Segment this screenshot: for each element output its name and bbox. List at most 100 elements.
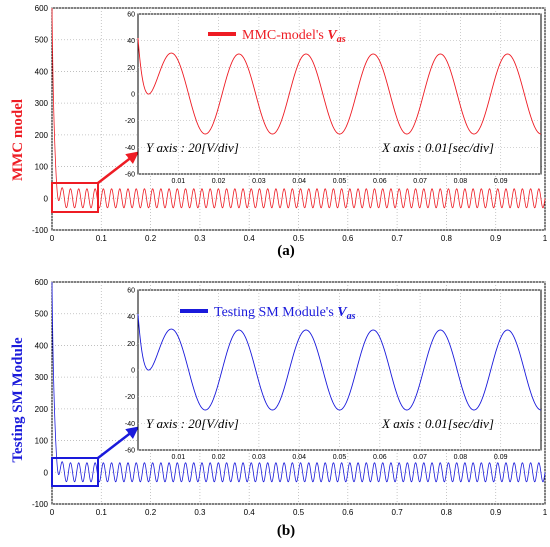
inset-series-line (137, 313, 542, 411)
x-tick-label: 0.1 (96, 508, 108, 517)
inset-y-axis-note: Y axis : 20[V/div] (146, 140, 239, 155)
inset-y-tick-label: -60 (125, 172, 135, 179)
x-tick-label: 0.7 (392, 234, 404, 243)
inset-y-tick-label: 40 (127, 38, 135, 45)
y-axis-label: MMC model (10, 99, 26, 181)
x-tick-label: 1 (543, 508, 548, 517)
inset-x-tick-label: 0.07 (413, 454, 427, 461)
inset-grid-lines (138, 13, 541, 175)
zoom-region-box (51, 182, 99, 213)
x-tick-label: 0.1 (96, 234, 108, 243)
inset-x-tick-label: 0.03 (252, 178, 266, 185)
inset-x-tick-label: 0.07 (413, 178, 427, 185)
x-tick-label: 0.4 (244, 508, 256, 517)
legend-prefix: Testing SM Module's (214, 305, 337, 320)
y-tick-label: 300 (35, 373, 49, 382)
x-tick-label: 0.8 (441, 234, 453, 243)
y-tick-label: 400 (35, 67, 49, 76)
legend-var: V (327, 28, 338, 43)
legend-prefix: MMC-model's (242, 28, 327, 43)
inset-x-tick-label: 0.02 (212, 454, 226, 461)
x-tick-label: 0.5 (293, 234, 305, 243)
inset-x-tick-label: 0.06 (373, 454, 387, 461)
inset-x-tick-label: 0.05 (333, 454, 347, 461)
x-tick-label: 1 (543, 234, 548, 243)
inset-x-axis-note: X axis : 0.01[sec/div] (381, 416, 494, 431)
y-axis-label: Testing SM Module (10, 337, 26, 463)
y-tick-labels: -100 0 100 200 300 400 500 600 (32, 4, 49, 235)
zoom-arrow (97, 426, 139, 459)
inset-y-axis-note: Y axis : 20[V/div] (146, 416, 239, 431)
x-tick-label: 0.9 (490, 234, 502, 243)
y-tick-label: 400 (35, 341, 49, 350)
x-tick-label: 0.2 (145, 508, 157, 517)
x-tick-label: 0.5 (293, 508, 305, 517)
panel-caption: (b) (277, 523, 295, 539)
y-tick-label: 0 (44, 468, 49, 477)
x-tick-label: 0 (50, 508, 55, 517)
legend-var: V (337, 305, 348, 320)
inset-y-tick-labels: 60 40 20 0 -20 -40 -60 (125, 12, 135, 179)
x-tick-label: 0.7 (392, 508, 404, 517)
x-tick-label: 0.6 (342, 234, 354, 243)
x-tick-label: 0.8 (441, 508, 453, 517)
inset-x-tick-label: 0.09 (494, 178, 508, 185)
inset-x-tick-label: 0.08 (454, 454, 468, 461)
legend-subscript: as (337, 34, 346, 45)
inset-y-tick-label: 60 (127, 288, 135, 295)
legend-label: Testing SM Module's Vas (214, 305, 356, 322)
y-tick-label: 600 (35, 4, 49, 13)
x-tick-label: 0.9 (490, 508, 502, 517)
inset-x-tick-label: 0.02 (212, 178, 226, 185)
inset-y-tick-label: -40 (125, 145, 135, 152)
y-tick-label: 100 (35, 163, 49, 172)
inset-y-tick-label: -60 (125, 448, 135, 455)
zoom-region-box (51, 457, 99, 487)
inset-x-tick-label: 0.03 (252, 454, 266, 461)
panel-caption: (a) (277, 243, 295, 259)
series-line-testing-sm-vas (51, 281, 546, 483)
y-tick-label: 300 (35, 99, 49, 108)
x-tick-label: 0.6 (342, 508, 354, 517)
x-tick-labels: 0 0.1 0.2 0.3 0.4 0.5 0.6 0.7 0.8 0.9 1 (50, 234, 548, 243)
x-tick-label: 0.3 (194, 508, 206, 517)
inset-x-tick-labels: 0.01 0.02 0.03 0.04 0.05 0.06 0.07 0.08 0.09 (171, 454, 507, 461)
inset-x-tick-label: 0.09 (494, 454, 508, 461)
inset-y-tick-label: 20 (127, 65, 135, 72)
y-tick-label: -100 (32, 500, 49, 509)
x-tick-label: 0.2 (145, 234, 157, 243)
inset-y-tick-label: 0 (131, 92, 135, 99)
inset-y-tick-label: 0 (131, 368, 135, 375)
inset-x-tick-labels: 0.01 0.02 0.03 0.04 0.05 0.06 0.07 0.08 0.09 (171, 178, 507, 185)
inset-x-tick-label: 0.08 (454, 178, 468, 185)
inset-y-tick-label: -20 (125, 394, 135, 401)
y-tick-label: 200 (35, 131, 49, 140)
y-tick-labels: -100 0 100 200 300 400 500 600 (32, 278, 49, 509)
x-tick-label: 0.3 (194, 234, 206, 243)
inset-series-line (137, 37, 542, 135)
series-line-mmc-vas (51, 7, 546, 209)
legend-subscript: as (347, 311, 356, 322)
x-tick-label: 0 (50, 234, 55, 243)
inset-grid-lines (138, 289, 541, 451)
zoom-arrow (97, 151, 139, 184)
x-tick-labels: 0 0.1 0.2 0.3 0.4 0.5 0.6 0.7 0.8 0.9 1 (50, 508, 548, 517)
y-tick-label: 200 (35, 405, 49, 414)
y-tick-label: 600 (35, 278, 49, 287)
inset-y-tick-label: 20 (127, 341, 135, 348)
inset-y-tick-label: 60 (127, 12, 135, 19)
inset-y-tick-label: -20 (125, 118, 135, 125)
inset-x-tick-label: 0.04 (292, 178, 306, 185)
inset-y-tick-labels: 60 40 20 0 -20 -40 -60 (125, 288, 135, 455)
inset-x-axis-note: X axis : 0.01[sec/div] (381, 140, 494, 155)
y-tick-label: 0 (44, 194, 49, 203)
inset-x-tick-label: 0.05 (333, 178, 347, 185)
inset-x-tick-label: 0.06 (373, 178, 387, 185)
legend-label: MMC-model's Vas (242, 28, 346, 45)
y-tick-label: 500 (35, 310, 49, 319)
